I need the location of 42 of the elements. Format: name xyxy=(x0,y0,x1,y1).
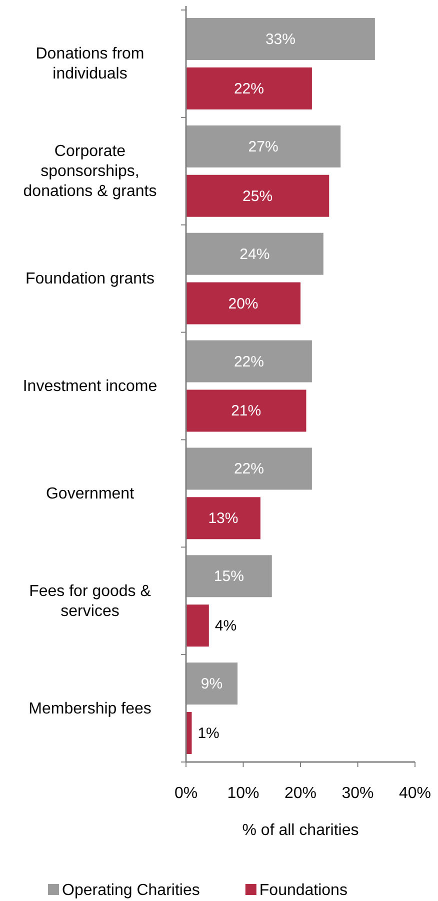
data-label: 24% xyxy=(240,246,270,263)
bar xyxy=(186,125,341,168)
x-tick-label: 0% xyxy=(174,785,198,802)
bar xyxy=(186,497,260,540)
data-label: 15% xyxy=(214,568,244,586)
data-label: 4% xyxy=(214,618,237,635)
data-label: 22% xyxy=(234,460,264,478)
y-tick-label: Investment income xyxy=(22,378,158,395)
x-tick-label: 40% xyxy=(398,785,432,802)
x-tick-label: 20% xyxy=(284,785,317,802)
x-tick-label: 30% xyxy=(342,785,374,802)
data-label: 22% xyxy=(234,80,264,98)
y-tick-label: Donations from individuals xyxy=(36,46,144,83)
y-tick-label: Foundation grants xyxy=(26,270,154,288)
bar xyxy=(186,662,238,705)
data-label: 27% xyxy=(248,138,278,156)
y-tick-label: Membership fees xyxy=(28,700,152,718)
data-label: 22% xyxy=(234,353,264,370)
data-label: 9% xyxy=(200,676,223,693)
bar xyxy=(186,448,312,490)
bar xyxy=(186,604,209,647)
data-label: 1% xyxy=(198,725,220,742)
y-tick-label: Government xyxy=(46,485,135,502)
legend-label: Operating Charities xyxy=(62,882,200,899)
bar xyxy=(186,340,312,382)
y-tick-label: Fees for goods & services xyxy=(29,582,152,620)
data-label: 25% xyxy=(242,188,273,205)
data-label: 33% xyxy=(265,31,296,48)
y-tick-label: Corporate sponsorships, donations & grants xyxy=(23,143,157,200)
bar xyxy=(186,555,272,598)
bar xyxy=(186,67,312,110)
bar xyxy=(186,282,300,324)
legend-label: Foundations xyxy=(259,882,348,899)
x-axis-title: % of all charities xyxy=(242,822,359,839)
bar xyxy=(186,232,324,275)
bar xyxy=(186,174,330,217)
data-label: 20% xyxy=(228,295,258,312)
data-label: 21% xyxy=(231,402,262,420)
data-label: 13% xyxy=(208,510,238,528)
bar xyxy=(186,390,306,432)
bar xyxy=(186,18,375,60)
x-tick-label: 10% xyxy=(227,785,260,802)
